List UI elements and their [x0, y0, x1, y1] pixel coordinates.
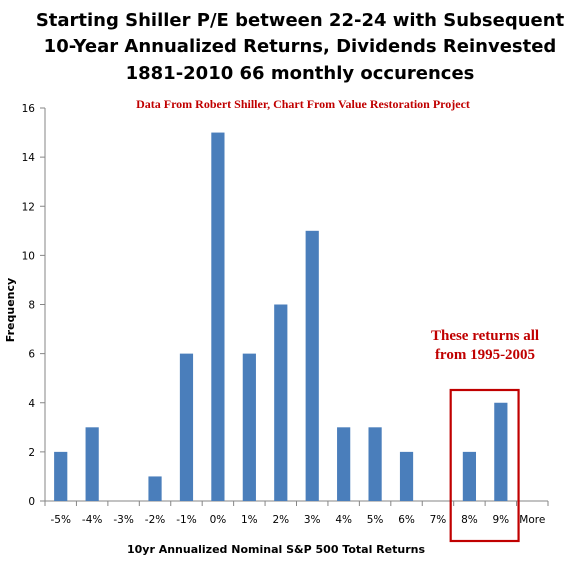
y-tick-label: 10: [22, 250, 35, 262]
plot-area: 0 2 4 6 8 10 12 14 16 -5% -4% -3% -2% -1% 0% 1% 2% 3% 4% 5%…: [22, 103, 549, 543]
chart-title-line-3: 1881-2010 66 monthly occurences: [126, 63, 475, 84]
x-tick-label: 8%: [461, 514, 478, 526]
x-tick-label: 3%: [304, 514, 321, 526]
x-tick-label: 4%: [335, 514, 352, 526]
bar: [337, 427, 351, 501]
chart-title-line-2: 10-Year Annualized Returns, Dividends Re…: [44, 36, 557, 57]
x-tick-label: 0%: [210, 514, 227, 526]
x-tick-label: 9%: [493, 514, 510, 526]
x-tick-label: -2%: [145, 514, 165, 526]
y-tick-label: 0: [28, 496, 35, 508]
y-tick-label: 2: [28, 447, 35, 459]
bar: [85, 427, 99, 501]
bar: [211, 132, 225, 501]
x-tick-label: -3%: [113, 514, 133, 526]
bar: [462, 451, 477, 501]
x-tick-label: 7%: [430, 514, 447, 526]
chart-title-line-1: Starting Shiller P/E between 22-24 with …: [36, 10, 565, 31]
x-axis-title: 10yr Annualized Nominal S&P 500 Total Re…: [127, 543, 425, 556]
y-tick-label: 4: [28, 398, 35, 410]
x-tick-label: 6%: [398, 514, 415, 526]
y-tick-label: 6: [28, 349, 35, 361]
y-tick-label: 16: [22, 103, 36, 115]
x-tick-label: -1%: [176, 514, 196, 526]
x-tick-label: 2%: [272, 514, 289, 526]
annotation: These returns all from 1995-2005: [431, 328, 539, 363]
x-tick-label: -4%: [82, 514, 102, 526]
highlight-box: [449, 388, 520, 543]
bar: [148, 476, 162, 501]
y-tick-label: 12: [22, 201, 35, 213]
bar: [179, 353, 194, 501]
bar: [54, 451, 68, 501]
x-tick-label: 5%: [367, 514, 384, 526]
x-tick-label: More: [519, 514, 545, 526]
chart-subtitle: Data From Robert Shiller, Chart From Val…: [136, 97, 470, 111]
x-tick-label: 1%: [241, 514, 258, 526]
bar: [368, 427, 382, 501]
y-axis-title: Frequency: [4, 278, 17, 342]
annotation-line-1: These returns all: [431, 328, 539, 344]
bar: [399, 451, 414, 501]
bar: [494, 402, 508, 501]
bar: [305, 230, 319, 501]
y-tick-label: 8: [28, 300, 35, 312]
x-tick-label: -5%: [50, 514, 70, 526]
bar: [242, 353, 256, 501]
annotation-line-2: from 1995-2005: [435, 347, 535, 363]
chart-title: Starting Shiller P/E between 22-24 with …: [36, 10, 565, 84]
bar: [274, 304, 288, 501]
y-tick-label: 14: [22, 152, 36, 164]
